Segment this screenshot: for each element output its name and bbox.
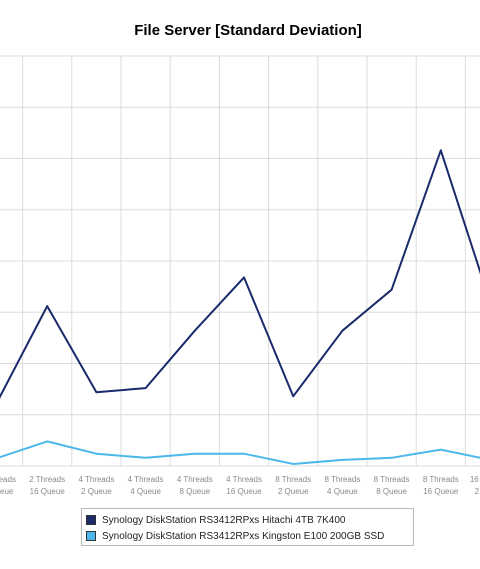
legend-item-hitachi: Synology DiskStation RS3412RPxs Hitachi …	[86, 512, 345, 528]
series-line-0	[0, 149, 480, 399]
x-tick-label: 4 Threads	[177, 475, 213, 484]
x-tick-label: 16 Queue	[423, 487, 459, 496]
series-line-1	[0, 440, 480, 465]
x-tick-label: 4 Threads	[226, 475, 262, 484]
x-tick-label: 4 Threads	[78, 475, 114, 484]
legend-label-kingston: Synology DiskStation RS3412RPxs Kingston…	[102, 530, 385, 542]
x-tick-label: 16 Queue	[30, 487, 66, 496]
x-tick-label: 8 Threads	[423, 475, 459, 484]
x-tick-label: 4 Queue	[130, 487, 161, 496]
x-tick-label: 2 Queue	[278, 487, 309, 496]
x-tick-label: 4 Queue	[327, 487, 358, 496]
legend-label-hitachi: Synology DiskStation RS3412RPxs Hitachi …	[102, 514, 346, 526]
x-tick-label: 16 Threads	[470, 475, 480, 484]
chart-title: File Server [Standard Deviation]	[134, 22, 362, 39]
series-lines	[0, 149, 480, 465]
x-tick-label: 2 Threads	[29, 475, 65, 484]
legend-swatch-hitachi	[86, 515, 96, 525]
x-tick-label: 1 Queue	[0, 487, 14, 496]
x-tick-labels: 1 Threads 1 Queue 2 Threads 16 Queue 4 Threa…	[0, 475, 480, 496]
x-tick-label: 8 Threads	[275, 475, 311, 484]
x-tick-label: 4 Threads	[128, 475, 164, 484]
x-tick-label: 16 Queue	[226, 487, 262, 496]
legend: Synology DiskStation RS3412RPxs Hitachi …	[81, 508, 414, 546]
x-tick-label: 8 Queue	[376, 487, 407, 496]
x-tick-label: 8 Threads	[374, 475, 410, 484]
x-tick-label: 2 Queue	[81, 487, 112, 496]
x-tick-label: 1 Threads	[0, 475, 16, 484]
x-tick-label: 8 Queue	[179, 487, 210, 496]
plot-grid	[0, 55, 480, 467]
x-tick-label: 8 Threads	[324, 475, 360, 484]
x-tick-label: 2 Queue	[475, 487, 480, 496]
legend-swatch-kingston	[86, 531, 96, 541]
legend-item-kingston: Synology DiskStation RS3412RPxs Kingston…	[86, 528, 384, 544]
